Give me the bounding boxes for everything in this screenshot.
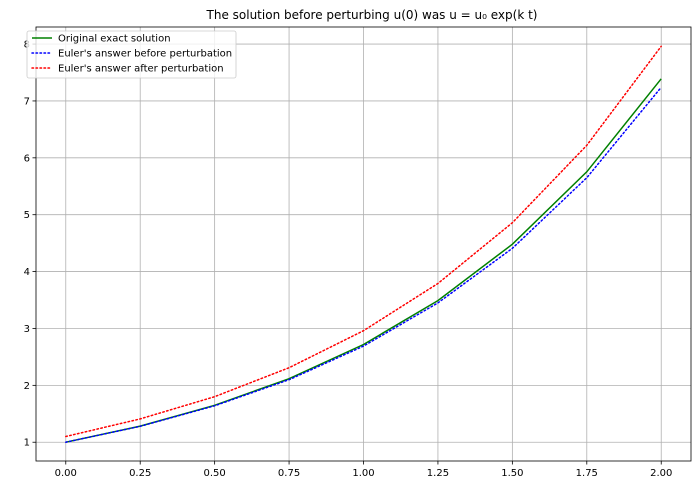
y-tick-label: 1 bbox=[24, 438, 30, 449]
x-tick-label: 1.50 bbox=[501, 468, 523, 479]
x-tick-label: 1.75 bbox=[576, 468, 598, 479]
series-line-2 bbox=[65, 86, 662, 443]
grid bbox=[36, 27, 691, 461]
x-tick-label: 0.25 bbox=[129, 468, 151, 479]
legend-label-3: Euler's answer after perturbation bbox=[58, 64, 224, 75]
x-tick-label: 0.75 bbox=[278, 468, 300, 479]
x-tick-label: 1.00 bbox=[352, 468, 374, 479]
ticks: 0.00 0.25 0.50 0.75 1.00 1.25 1.50 1.75 2.00 1 2 3 4… bbox=[24, 40, 673, 479]
y-tick-label: 2 bbox=[24, 381, 30, 392]
y-tick-label: 7 bbox=[24, 96, 30, 107]
x-tick-label: 1.25 bbox=[427, 468, 449, 479]
series-layer bbox=[65, 45, 662, 443]
legend: Original exact solution Euler's answer be… bbox=[26, 30, 237, 79]
legend-label-2: Euler's answer before perturbation bbox=[58, 49, 232, 60]
y-tick-label: 6 bbox=[24, 153, 30, 164]
x-tick-label: 0.50 bbox=[204, 468, 226, 479]
x-tick-label: 0.00 bbox=[55, 468, 77, 479]
x-tick-label: 2.00 bbox=[650, 468, 672, 479]
chart-title: The solution before perturbing u(0) was … bbox=[206, 8, 538, 22]
y-tick-label: 4 bbox=[24, 267, 30, 278]
legend-label-1: Original exact solution bbox=[58, 34, 171, 45]
series-line-3 bbox=[65, 45, 662, 438]
y-tick-label: 5 bbox=[24, 210, 30, 221]
legend-box bbox=[26, 30, 237, 79]
y-tick-label: 3 bbox=[24, 324, 30, 335]
